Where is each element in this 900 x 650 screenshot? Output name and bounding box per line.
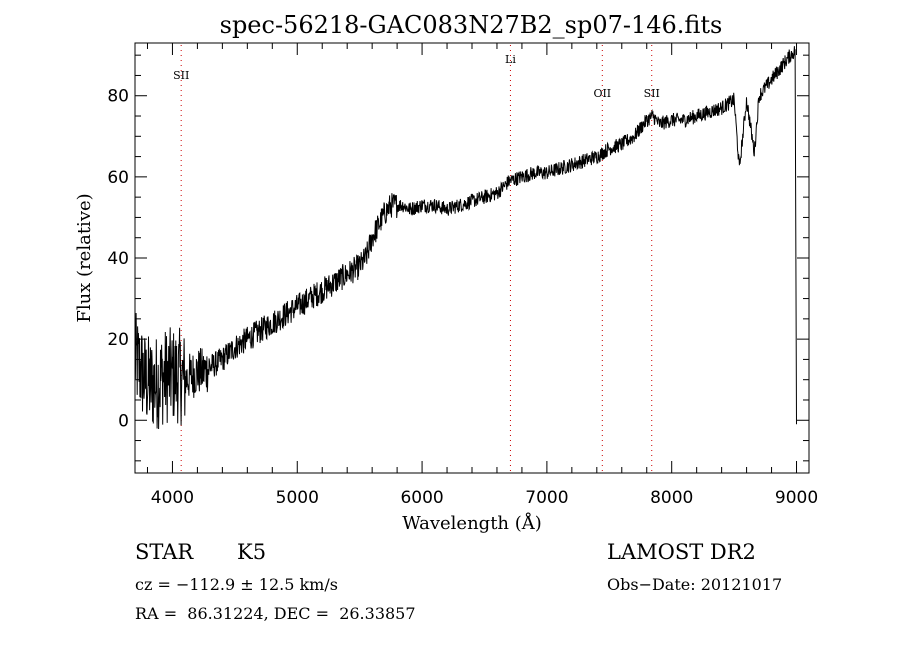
y-axis-label: Flux (relative) bbox=[74, 193, 95, 322]
x-axis-label: Wavelength (Å) bbox=[402, 512, 542, 534]
x-tick-label-3: 7000 bbox=[525, 488, 568, 508]
redshift-velocity: cz = −112.9 ± 12.5 km/s bbox=[135, 575, 338, 594]
marker-label-2: OII bbox=[593, 87, 611, 100]
x-tick-label-0: 4000 bbox=[151, 488, 194, 508]
y-tick-label-3: 60 bbox=[107, 168, 129, 188]
x-axis: 4000 5000 6000 7000 8000 9000 bbox=[146, 43, 818, 508]
y-tick-label-0: 0 bbox=[118, 411, 129, 431]
marker-label-1: Li bbox=[505, 53, 516, 66]
marker-label-0: SII bbox=[173, 69, 189, 82]
observation-date: Obs−Date: 20121017 bbox=[607, 575, 783, 594]
spectrum-line bbox=[134, 46, 797, 430]
x-tick-label-1: 5000 bbox=[276, 488, 319, 508]
survey-name: LAMOST DR2 bbox=[607, 540, 756, 564]
marker-label-3: SII bbox=[644, 87, 660, 100]
x-tick-label-5: 9000 bbox=[775, 488, 818, 508]
x-tick-label-2: 6000 bbox=[400, 488, 443, 508]
y-tick-label-2: 40 bbox=[107, 249, 129, 269]
line-markers: SII Li OII SII bbox=[173, 45, 660, 471]
y-axis: 0 20 40 60 80 bbox=[107, 54, 809, 462]
coordinates: RA = 86.31224, DEC = 26.33857 bbox=[135, 604, 416, 623]
spectral-subclass: K5 bbox=[237, 540, 267, 564]
y-tick-label-1: 20 bbox=[107, 330, 129, 350]
x-tick-label-4: 8000 bbox=[650, 488, 693, 508]
object-type: STAR bbox=[135, 540, 194, 564]
chart-title: spec-56218-GAC083N27B2_sp07-146.fits bbox=[220, 11, 723, 39]
y-tick-label-4: 80 bbox=[107, 87, 129, 107]
plot-frame bbox=[134, 42, 810, 474]
